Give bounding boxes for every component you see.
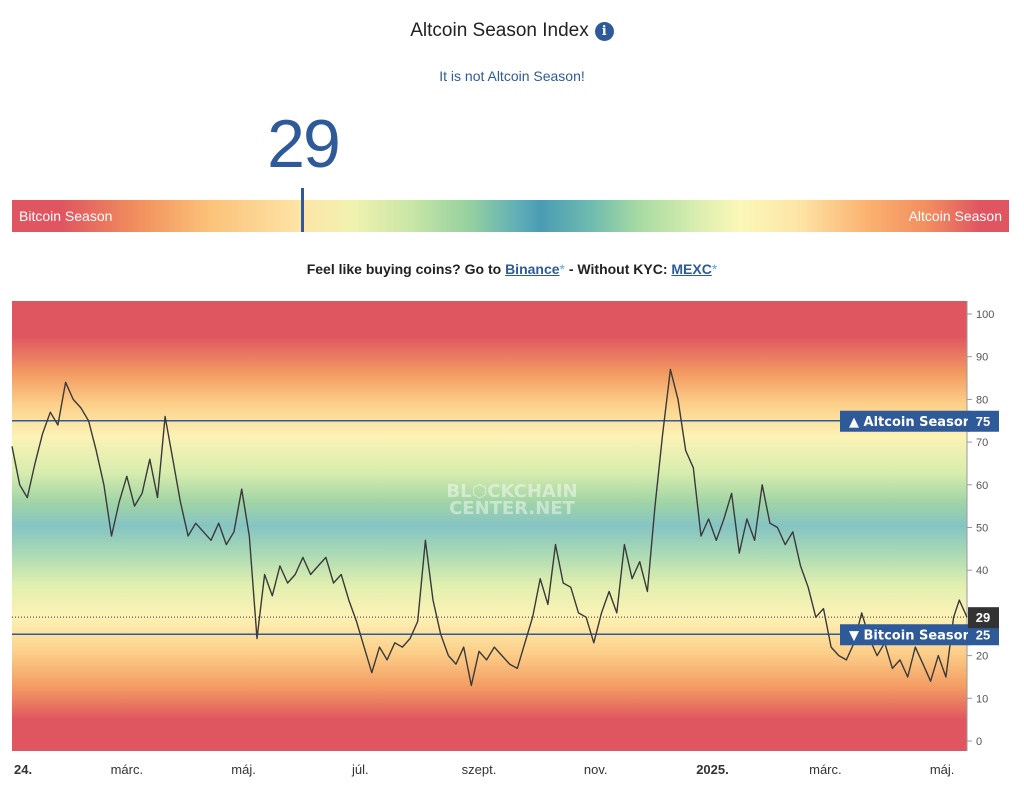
promo-middle: - Without KYC:: [564, 261, 672, 277]
watermark-text: BL⬡CKCHAIN: [446, 481, 577, 502]
y-tick-label: 10: [976, 693, 988, 705]
x-tick-label: 2025.: [696, 762, 729, 777]
mexc-star: *: [711, 261, 718, 277]
watermark-text: CENTER.NET: [449, 498, 576, 519]
binance-star: *: [559, 261, 565, 277]
season-gauge: Bitcoin Season Altcoin Season: [12, 188, 1009, 232]
gauge-marker: [301, 188, 304, 232]
info-icon[interactable]: i: [594, 21, 614, 41]
promo-row: Feel like buying coins? Go to Binance* -…: [0, 261, 1024, 277]
index-value: 29: [267, 106, 341, 182]
x-tick-label: júl.: [351, 762, 369, 777]
current-value-label: 29: [976, 610, 990, 625]
page-title: Altcoin Season Index: [410, 20, 589, 41]
reference-value-box: [968, 410, 999, 432]
x-tick-label: máj.: [231, 762, 256, 777]
x-tick-label: 24.: [14, 762, 32, 777]
mexc-link[interactable]: MEXC: [671, 261, 712, 277]
x-tick-label: márc.: [809, 762, 842, 777]
x-tick-label: máj.: [930, 762, 955, 777]
y-tick-label: 60: [976, 480, 988, 492]
reference-value: 25: [976, 627, 990, 642]
season-status: It is not Altcoin Season!: [439, 68, 585, 84]
y-tick-label: 100: [976, 309, 994, 321]
y-tick-label: 20: [976, 651, 988, 663]
gauge-right-label: Altcoin Season: [908, 208, 1002, 224]
y-tick-label: 0: [976, 736, 982, 748]
reference-label-box: [840, 624, 970, 646]
promo-prefix: Feel like buying coins? Go to: [306, 261, 506, 277]
x-tick-label: nov.: [584, 762, 608, 777]
y-tick-label: 40: [976, 565, 988, 577]
current-value-box: [968, 607, 999, 629]
y-tick-label: 70: [976, 437, 988, 449]
reference-label: ▲ Altcoin Season: [849, 415, 972, 430]
index-chart: BL⬡CKCHAINCENTER.NET01020304050607080901…: [11, 301, 999, 777]
y-tick-label: 50: [976, 523, 988, 535]
y-tick-label: 90: [976, 352, 988, 364]
gauge-left-label: Bitcoin Season: [19, 208, 113, 224]
reference-label: ▼ Bitcoin Season: [849, 628, 972, 643]
reference-value: 75: [976, 414, 990, 429]
index-series-line: [11, 368, 968, 687]
x-tick-label: márc.: [111, 762, 144, 777]
reference-value-box: [968, 624, 999, 646]
x-tick-label: szept.: [462, 762, 497, 777]
chart-background: [12, 301, 967, 751]
title-row: Altcoin Season Index i: [0, 20, 1024, 42]
reference-label-box: [840, 410, 970, 432]
binance-link[interactable]: Binance: [505, 261, 560, 277]
y-tick-label: 80: [976, 394, 988, 406]
